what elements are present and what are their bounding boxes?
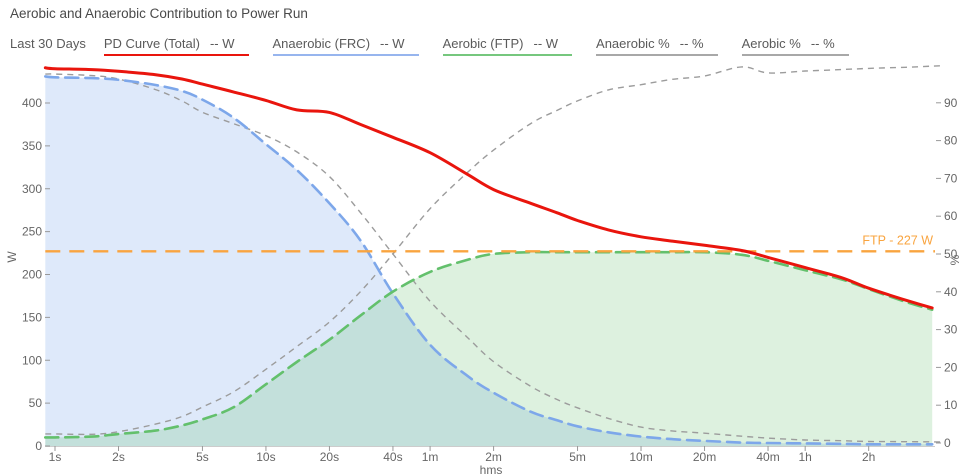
x-axis-title: hms bbox=[480, 463, 503, 476]
y-left-tick-label: 350 bbox=[22, 139, 42, 153]
y-right-tick-label: 0 bbox=[944, 436, 951, 450]
x-tick-label: 2s bbox=[112, 450, 125, 464]
y-right-tick-label: 20 bbox=[944, 360, 958, 374]
legend-value: -- % bbox=[679, 36, 704, 51]
y-right-tick-label: 60 bbox=[944, 209, 958, 223]
y-left-axis-title: W bbox=[5, 251, 19, 263]
y-left-tick-label: 200 bbox=[22, 268, 42, 282]
x-tick-label: 40s bbox=[383, 450, 402, 464]
x-tick-label: 40m bbox=[756, 450, 779, 464]
x-tick-label: 2m bbox=[485, 450, 502, 464]
x-tick-label: 20m bbox=[693, 450, 716, 464]
legend-value: -- W bbox=[533, 36, 559, 51]
y-left-tick-label: 150 bbox=[22, 310, 42, 324]
legend-value: -- W bbox=[209, 36, 235, 51]
line-PD Curve (Total) bbox=[43, 66, 934, 310]
y-right-tick-label: 70 bbox=[944, 171, 958, 185]
legend-value: -- % bbox=[810, 36, 835, 51]
y-right-axis-title: % bbox=[948, 254, 962, 265]
legend-value: -- W bbox=[380, 36, 405, 51]
y-right-tick-label: 10 bbox=[944, 398, 958, 412]
y-left-tick-label: 100 bbox=[22, 353, 42, 367]
x-tick-label: 10m bbox=[629, 450, 652, 464]
x-tick-label: 10s bbox=[256, 450, 275, 464]
line-Aerobic (FTP) bbox=[44, 250, 934, 439]
x-tick-label: 20s bbox=[320, 450, 339, 464]
x-tick-label: 5s bbox=[196, 450, 209, 464]
legend-label: Anaerobic % bbox=[596, 36, 670, 51]
y-left-tick-label: 400 bbox=[22, 96, 42, 110]
x-tick-label: 1s bbox=[49, 450, 62, 464]
legend-label: Aerobic % bbox=[741, 36, 801, 51]
legend-label: PD Curve (Total) bbox=[103, 36, 200, 51]
period-selector[interactable]: Last 30 Days bbox=[10, 36, 86, 51]
y-right-tick-label: 40 bbox=[944, 285, 958, 299]
line-Anaerobic % bbox=[45, 73, 941, 443]
legend-label: Aerobic (FTP) bbox=[442, 36, 524, 51]
legend-item-aerobic-pct[interactable]: Aerobic % -- % bbox=[741, 36, 849, 56]
y-left-tick-label: 0 bbox=[35, 439, 42, 453]
x-tick-label: 1m bbox=[422, 450, 439, 464]
y-left-tick-label: 50 bbox=[29, 396, 43, 410]
y-right-tick-label: 90 bbox=[944, 96, 958, 110]
legend-item-pd-curve[interactable]: PD Curve (Total) -- W bbox=[103, 36, 249, 56]
legend-item-anaerobic-pct[interactable]: Anaerobic % -- % bbox=[596, 36, 718, 56]
line-Anaerobic (FRC) bbox=[44, 75, 934, 446]
x-tick-label: 1h bbox=[798, 450, 811, 464]
ftp-line-label: FTP - 227 W bbox=[862, 233, 933, 247]
y-right-tick-label: 80 bbox=[944, 134, 958, 148]
chart-title: Aerobic and Anaerobic Contribution to Po… bbox=[10, 6, 308, 21]
legend-item-aerobic-ftp[interactable]: Aerobic (FTP) -- W bbox=[442, 36, 573, 56]
y-right-tick-label: 30 bbox=[944, 323, 958, 337]
line-Aerobic % bbox=[45, 65, 941, 436]
y-left-tick-label: 250 bbox=[22, 225, 42, 239]
area-Aerobic (FTP) bbox=[45, 252, 933, 446]
chart-legend: Last 30 Days PD Curve (Total) -- W Anaero… bbox=[10, 36, 873, 56]
legend-label: Anaerobic (FRC) bbox=[272, 36, 371, 51]
y-right-tick-label: 50 bbox=[944, 247, 958, 261]
x-tick-label: 5m bbox=[569, 450, 586, 464]
legend-item-anaerobic-frc[interactable]: Anaerobic (FRC) -- W bbox=[272, 36, 419, 56]
area-Anaerobic (FRC) bbox=[45, 76, 933, 447]
y-left-tick-label: 300 bbox=[22, 182, 42, 196]
x-tick-label: 2h bbox=[862, 450, 875, 464]
